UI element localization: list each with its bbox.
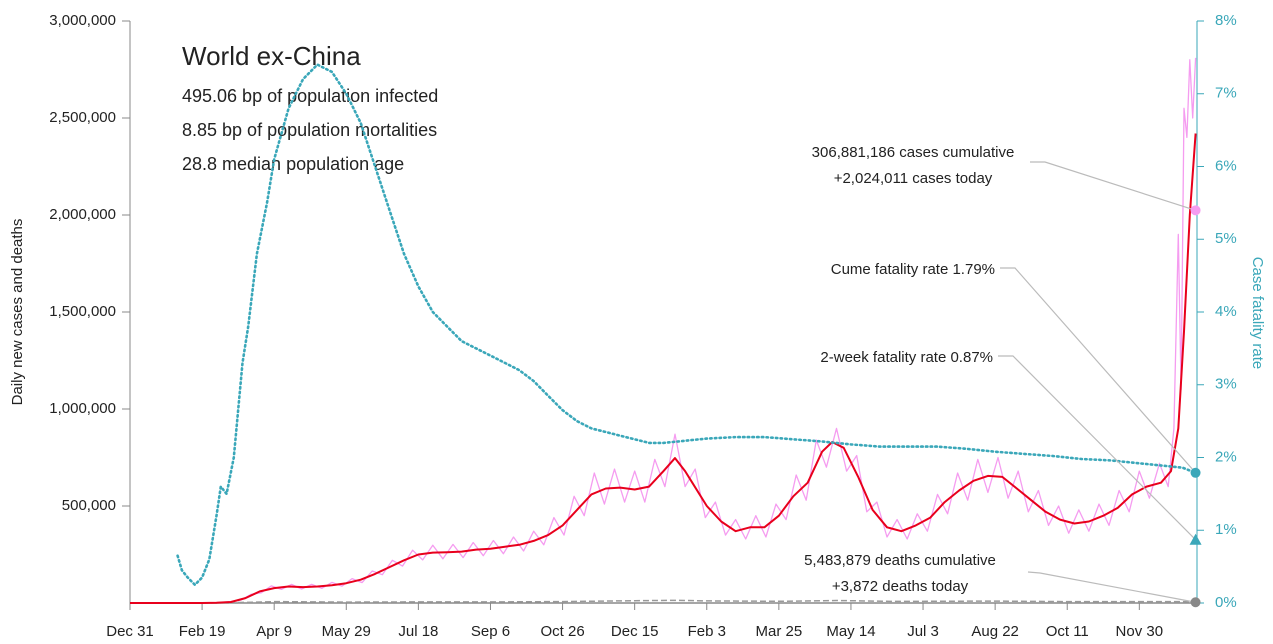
x-tick-label: May 29: [322, 623, 371, 640]
x-tick-label: Feb 3: [688, 623, 726, 640]
subtitle: 495.06 bp of population infected: [182, 86, 438, 106]
y-tick-label: 500,000: [62, 497, 116, 514]
y-tick-label: 1,500,000: [49, 303, 116, 320]
leader-line: [998, 355, 1196, 541]
annotation-marker: [1190, 467, 1201, 478]
leader-line: [1030, 161, 1196, 211]
x-tick-label: Apr 9: [256, 623, 292, 640]
x-tick-label: Aug 22: [971, 623, 1019, 640]
y2-tick-label: 6%: [1215, 157, 1237, 174]
y2-tick-label: 1%: [1215, 521, 1237, 538]
y-tick-label: 3,000,000: [49, 12, 116, 29]
annotation-text: 2-week fatality rate 0.87%: [820, 349, 993, 366]
series-line: [130, 133, 1197, 604]
y2-axis-label: Case fatality rate: [1249, 257, 1266, 370]
annotation-text: 5,483,879 deaths cumulative: [804, 552, 996, 569]
y-tick-label: 2,000,000: [49, 206, 116, 223]
subtitle: 8.85 bp of population mortalities: [182, 120, 437, 140]
x-tick-label: Dec 15: [611, 623, 659, 640]
annotation-text: Cume fatality rate 1.79%: [831, 261, 995, 278]
x-tick-label: Sep 6: [471, 623, 510, 640]
x-tick-label: Oct 11: [1046, 623, 1089, 640]
x-tick-label: May 14: [826, 623, 875, 640]
leader-line: [1027, 571, 1196, 603]
chart-title: World ex-China: [182, 41, 361, 71]
x-tick-label: Jul 18: [398, 623, 438, 640]
x-tick-label: Jul 3: [907, 623, 939, 640]
x-tick-label: Oct 26: [540, 623, 584, 640]
x-tick-label: Mar 25: [756, 623, 803, 640]
series-line: [176, 63, 1197, 587]
annotation-marker: [1189, 533, 1202, 545]
y2-tick-label: 2%: [1215, 448, 1237, 465]
y2-tick-label: 5%: [1215, 230, 1237, 247]
annotation-marker: [1190, 597, 1201, 608]
y2-tick-label: 8%: [1215, 12, 1237, 29]
series-line: [130, 599, 1196, 604]
series-line: [130, 57, 1197, 604]
y-tick-label: 1,000,000: [49, 400, 116, 417]
x-tick-label: Nov 30: [1116, 623, 1164, 640]
annotation-text: +2,024,011 cases today: [834, 170, 993, 187]
y-tick-label: 2,500,000: [49, 109, 116, 126]
y2-tick-label: 7%: [1215, 85, 1237, 102]
y2-tick-label: 4%: [1215, 303, 1237, 320]
subtitle: 28.8 median population age: [182, 154, 404, 174]
y2-tick-label: 3%: [1215, 376, 1237, 393]
annotation-marker: [1190, 205, 1201, 216]
x-tick-label: Feb 19: [179, 623, 226, 640]
x-tick-label: Dec 31: [106, 623, 154, 640]
y2-tick-label: 0%: [1215, 594, 1237, 611]
annotation-text: 306,881,186 cases cumulative: [812, 144, 1015, 161]
leader-line: [1000, 267, 1197, 474]
y-axis-label: Daily new cases and deaths: [9, 219, 26, 406]
annotation-text: +3,872 deaths today: [832, 578, 969, 595]
